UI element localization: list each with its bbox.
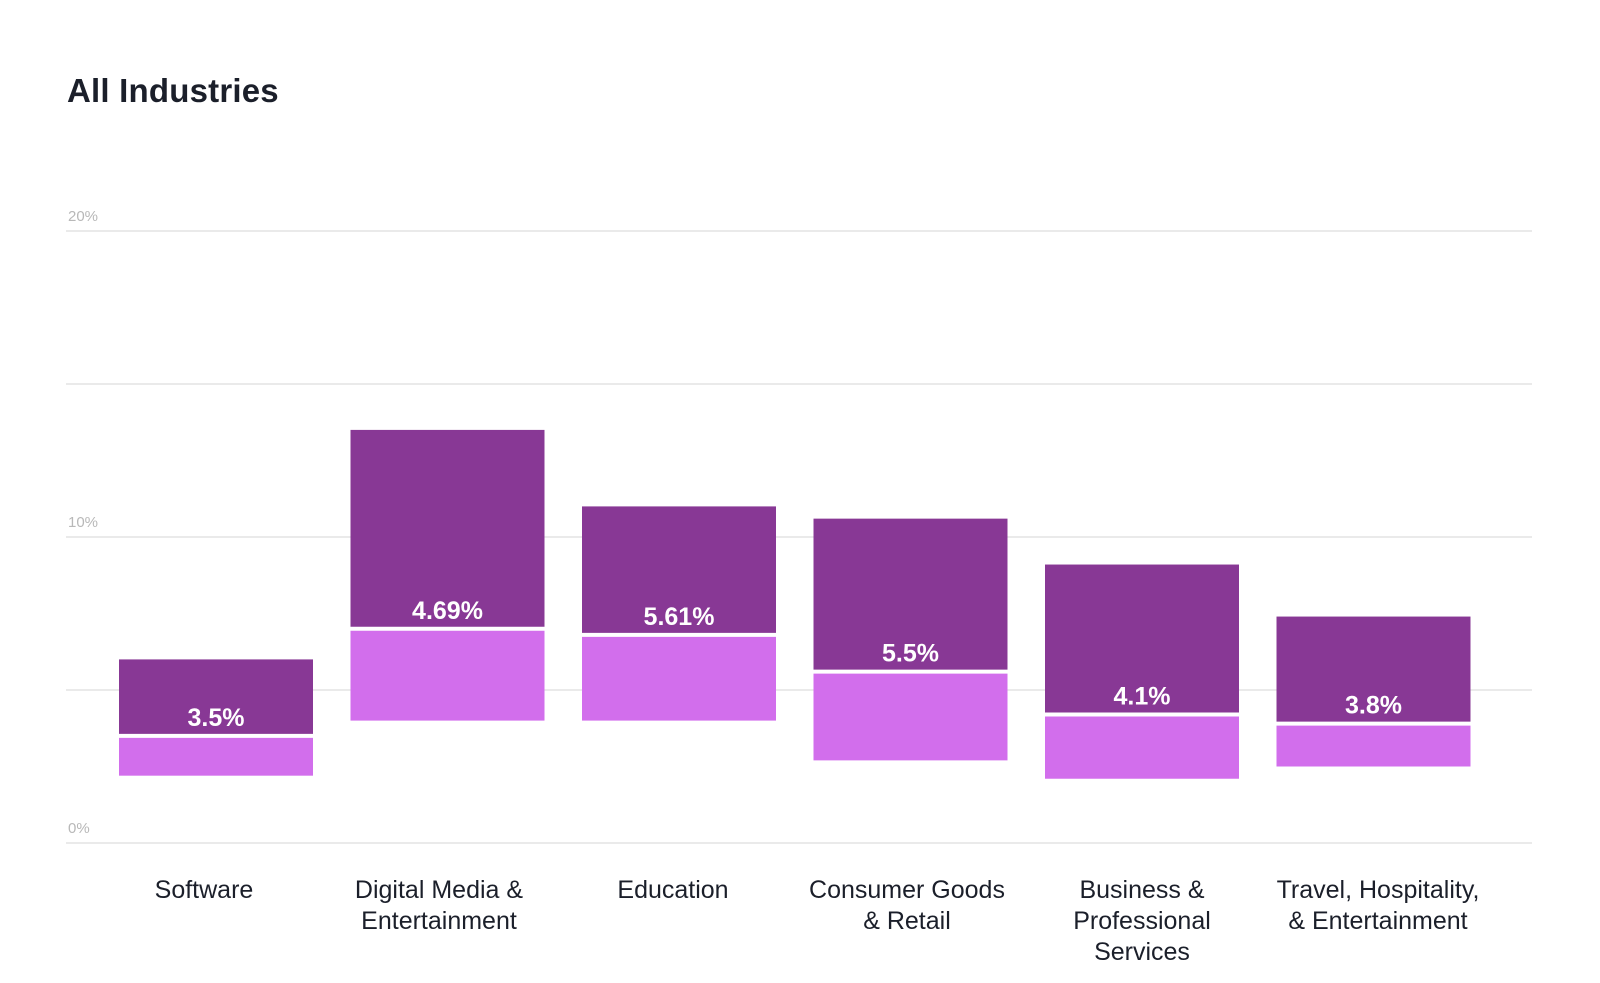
category-label: Software [155,876,254,904]
bar-lower-segment [350,628,545,721]
category-label: & Retail [863,907,951,935]
chart-title: All Industries [67,72,279,109]
bar-value-label: 4.69% [412,597,483,625]
bar-upper-segment [119,659,313,736]
bar-value-label: 5.5% [882,640,939,668]
category-label: Education [617,876,728,904]
category-label: Business & [1079,876,1204,904]
bar-value-label: 4.1% [1114,682,1171,710]
y-tick-label: 10% [68,514,98,531]
category-label: Entertainment [361,907,517,935]
bar-upper-segment [1045,564,1239,715]
y-tick-label: 0% [68,820,90,837]
category-label: Digital Media & [355,876,523,904]
category-label: & Entertainment [1288,907,1467,935]
bar-lower-segment [813,671,1008,761]
bar-lower-segment [119,735,313,776]
bar-lower-segment [582,634,776,721]
bar-upper-segment [1276,616,1471,724]
bar-upper-segment [582,506,776,635]
category-label: Services [1094,938,1190,966]
bar-value-label: 3.8% [1345,692,1402,720]
bar-value-label: 3.5% [188,704,245,732]
category-label: Consumer Goods [809,876,1005,904]
bar-upper-segment [350,429,545,629]
category-label: Travel, Hospitality, [1277,876,1480,904]
bar-value-label: 5.61% [644,603,715,631]
bar-lower-segment [1045,714,1239,779]
bar-upper-segment [813,518,1008,672]
category-label: Professional [1073,907,1211,935]
y-tick-label: 20% [68,208,98,225]
bar-lower-segment [1276,723,1471,767]
